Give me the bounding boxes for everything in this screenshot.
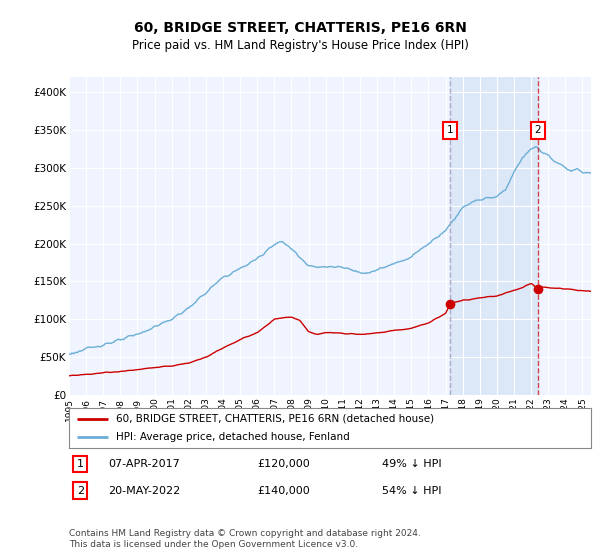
Text: 07-APR-2017: 07-APR-2017 xyxy=(108,459,180,469)
Text: 1: 1 xyxy=(447,125,454,135)
Text: £140,000: £140,000 xyxy=(257,486,310,496)
Text: 49% ↓ HPI: 49% ↓ HPI xyxy=(382,459,442,469)
Bar xyxy=(450,77,538,395)
Text: Contains HM Land Registry data © Crown copyright and database right 2024.
This d: Contains HM Land Registry data © Crown c… xyxy=(69,529,421,549)
Text: 20-MAY-2022: 20-MAY-2022 xyxy=(108,486,181,496)
Text: Price paid vs. HM Land Registry's House Price Index (HPI): Price paid vs. HM Land Registry's House … xyxy=(131,39,469,53)
Text: 54% ↓ HPI: 54% ↓ HPI xyxy=(382,486,442,496)
Text: 1: 1 xyxy=(77,459,84,469)
Text: 60, BRIDGE STREET, CHATTERIS, PE16 6RN (detached house): 60, BRIDGE STREET, CHATTERIS, PE16 6RN (… xyxy=(116,414,434,423)
Text: £120,000: £120,000 xyxy=(257,459,310,469)
Text: 60, BRIDGE STREET, CHATTERIS, PE16 6RN: 60, BRIDGE STREET, CHATTERIS, PE16 6RN xyxy=(134,21,466,35)
Text: 2: 2 xyxy=(534,125,541,135)
Text: 2: 2 xyxy=(77,486,84,496)
Text: HPI: Average price, detached house, Fenland: HPI: Average price, detached house, Fenl… xyxy=(116,432,350,442)
